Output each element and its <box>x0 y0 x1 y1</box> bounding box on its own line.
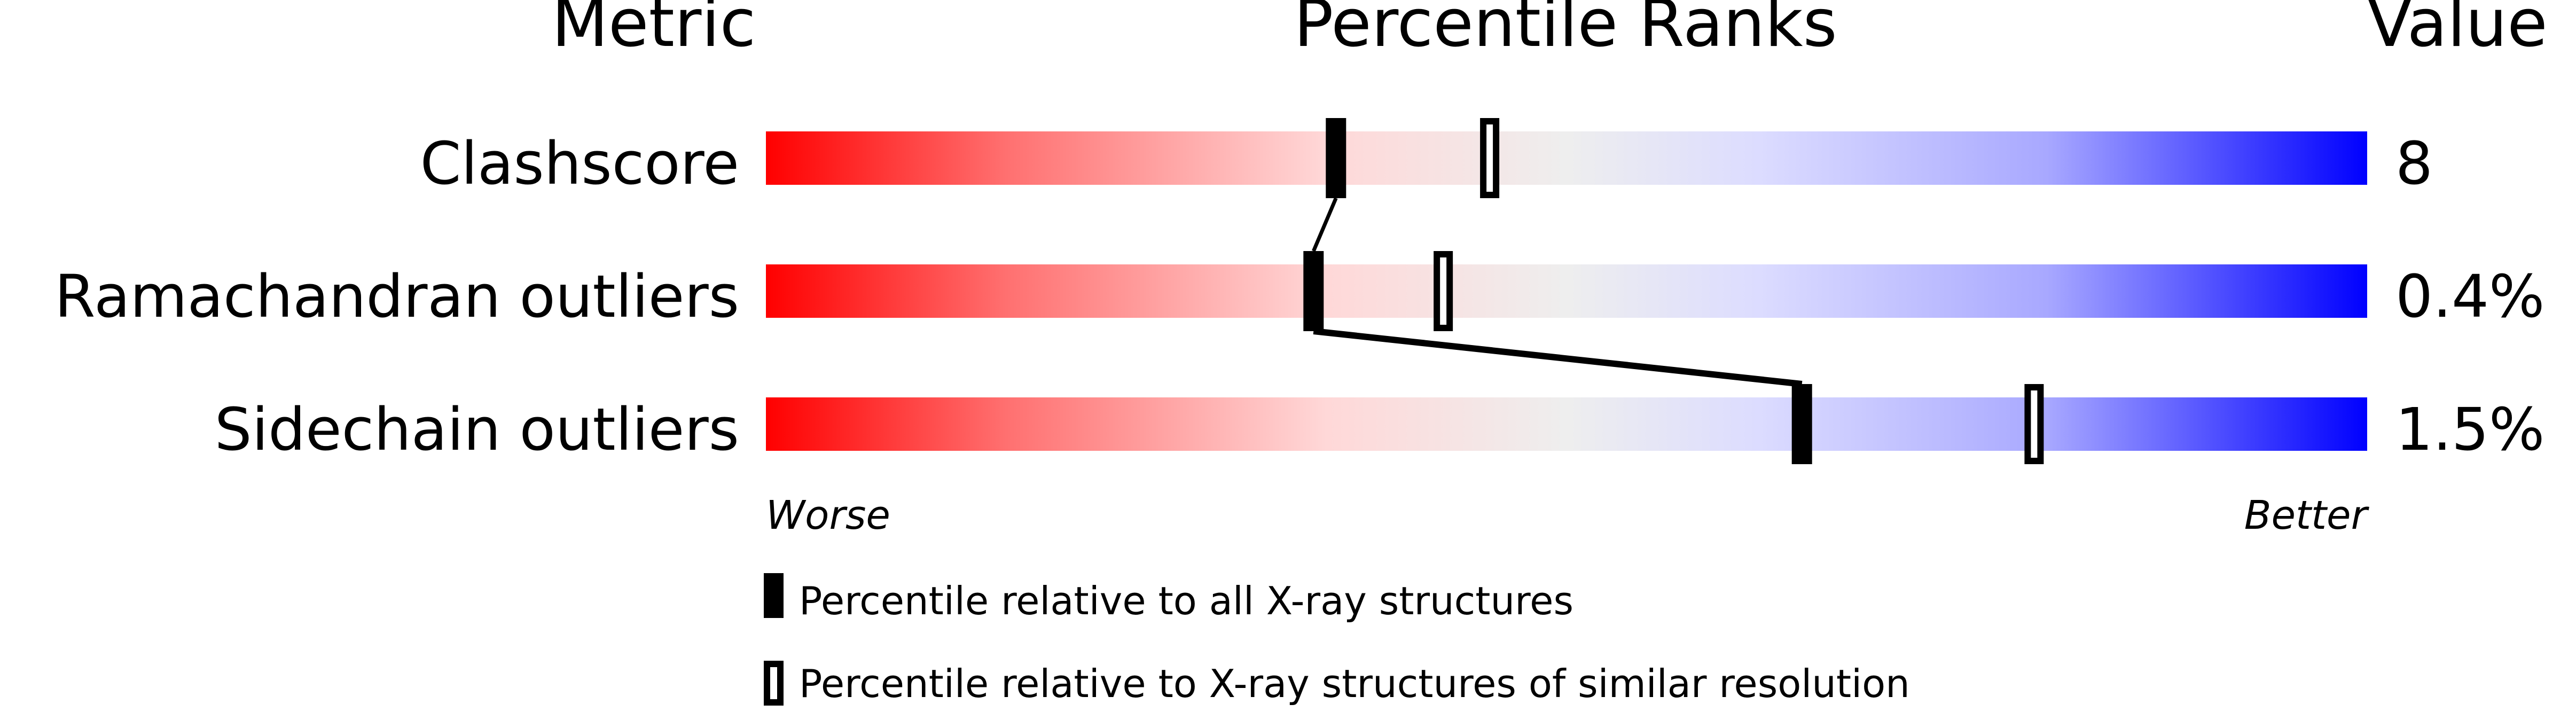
axis-label-better: Better <box>2244 492 2370 538</box>
metric-value: 8 <box>2395 129 2433 198</box>
header-value: Value <box>2367 0 2548 62</box>
metric-label: Sidechain outliers <box>215 395 739 464</box>
marker-all <box>1303 251 1324 331</box>
metric-value: 0.4% <box>2395 262 2544 331</box>
legend-similar-label: Percentile relative to X-ray structures … <box>799 661 1910 706</box>
metric-label: Ramachandran outliers <box>54 262 739 331</box>
header-percentile-ranks: Percentile Ranks <box>1294 0 1837 62</box>
legend-all-label: Percentile relative to all X-ray structu… <box>799 578 1573 623</box>
legend-similar-marker <box>764 661 784 706</box>
marker-all <box>1326 118 1346 198</box>
legend-all-marker <box>764 573 784 618</box>
percentile-bar <box>766 264 2367 318</box>
marker-similar <box>2024 384 2044 464</box>
connector-line <box>1312 197 1338 252</box>
metric-value: 1.5% <box>2395 395 2544 464</box>
axis-label-worse: Worse <box>766 492 890 538</box>
marker-all <box>1791 384 1812 464</box>
percentile-bar <box>766 131 2367 185</box>
metric-label: Clashscore <box>420 129 739 198</box>
connector-line <box>1313 328 1803 387</box>
marker-similar <box>1434 251 1453 331</box>
header-metric: Metric <box>552 0 756 62</box>
marker-similar <box>1480 118 1500 198</box>
percentile-bar <box>766 397 2367 451</box>
